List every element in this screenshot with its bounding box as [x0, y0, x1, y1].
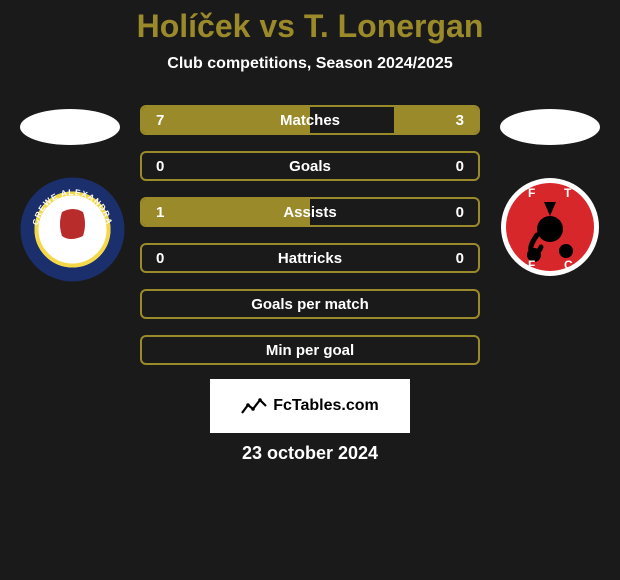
- stat-value-right: 3: [456, 112, 464, 129]
- stat-row: 7 Matches 3: [140, 105, 480, 135]
- stat-value-left: 1: [156, 204, 164, 221]
- right-player-column: F T F C: [480, 105, 610, 282]
- stats-column: 7 Matches 3 0 Goals 0 1 Assists 0 0 Hattricks 0 Goal…: [140, 105, 480, 365]
- svg-text:F: F: [528, 186, 535, 200]
- stat-value-left: 7: [156, 112, 164, 129]
- right-player-photo-placeholder: [500, 109, 600, 145]
- stat-value-right: 0: [456, 204, 464, 221]
- right-club-badge: F T F C: [500, 177, 600, 282]
- stat-row: 1 Assists 0: [140, 197, 480, 227]
- page-title: Holíček vs T. Lonergan: [0, 8, 620, 45]
- fctables-label: FcTables.com: [273, 397, 379, 415]
- stat-label: Goals: [289, 158, 331, 175]
- stat-row: 0 Goals 0: [140, 151, 480, 181]
- stat-label: Hattricks: [278, 250, 342, 267]
- svg-text:T: T: [564, 186, 572, 200]
- main-area: CREWE ALEXANDRA FOOTBALL CLUB 7 Matches 3 0…: [0, 105, 620, 365]
- page-subtitle: Club competitions, Season 2024/2025: [0, 55, 620, 73]
- left-player-column: CREWE ALEXANDRA FOOTBALL CLUB: [10, 105, 140, 287]
- svg-text:C: C: [564, 258, 573, 272]
- svg-text:F: F: [528, 258, 535, 272]
- fctables-watermark: FcTables.com: [210, 379, 410, 433]
- stat-value-right: 0: [456, 158, 464, 175]
- stat-label: Matches: [280, 112, 340, 129]
- stat-fill-right: [394, 107, 478, 133]
- crewe-alexandra-badge-icon: CREWE ALEXANDRA FOOTBALL CLUB: [20, 177, 125, 282]
- date-line: 23 october 2024: [0, 443, 620, 464]
- stat-value-left: 0: [156, 250, 164, 267]
- stat-row: 0 Hattricks 0: [140, 243, 480, 273]
- left-player-photo-placeholder: [20, 109, 120, 145]
- stat-value-right: 0: [456, 250, 464, 267]
- fleetwood-town-badge-icon: F T F C: [500, 177, 600, 277]
- left-club-badge: CREWE ALEXANDRA FOOTBALL CLUB: [20, 177, 125, 287]
- stat-value-left: 0: [156, 158, 164, 175]
- stat-label: Goals per match: [251, 296, 369, 313]
- stat-row: Goals per match: [140, 289, 480, 319]
- fctables-logo-icon: [241, 396, 267, 416]
- comparison-card: Holíček vs T. Lonergan Club competitions…: [0, 0, 620, 464]
- stat-label: Assists: [283, 204, 336, 221]
- stat-row: Min per goal: [140, 335, 480, 365]
- stat-label: Min per goal: [266, 342, 354, 359]
